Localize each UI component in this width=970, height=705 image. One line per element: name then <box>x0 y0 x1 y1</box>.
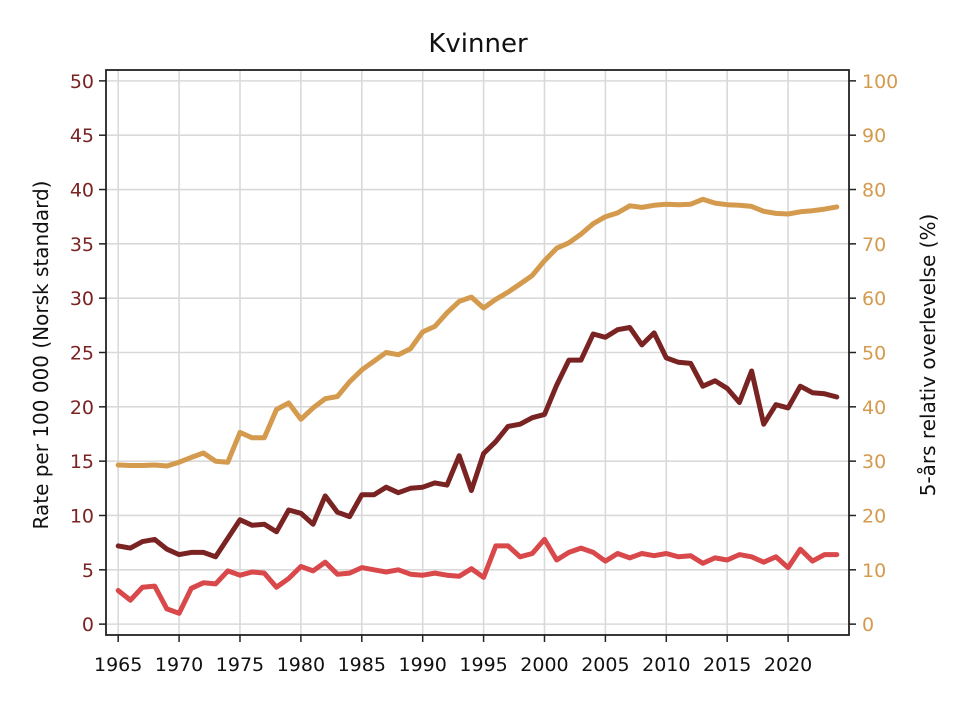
y-tick-label-right: 100 <box>862 71 898 93</box>
series-line-1 <box>115 196 840 469</box>
y-tick-label-left: 10 <box>70 505 94 527</box>
x-tick-label: 2005 <box>581 654 629 676</box>
series-line-3 <box>115 536 840 616</box>
grid <box>106 70 849 635</box>
chart-title: Kvinner <box>428 29 528 59</box>
y-tick-label-right: 30 <box>862 451 886 473</box>
x-tick-label: 2020 <box>764 654 812 676</box>
x-tick-label: 1985 <box>338 654 386 676</box>
x-tick-label: 1975 <box>216 654 264 676</box>
y-tick-label-left: 30 <box>70 288 94 310</box>
y-tick-label-left: 25 <box>70 343 94 365</box>
y-tick-label-right: 70 <box>862 234 886 256</box>
x-tick-label: 1980 <box>277 654 325 676</box>
y-tick-label-right: 50 <box>862 343 886 365</box>
y-tick-label-left: 35 <box>70 234 94 256</box>
series-layer <box>115 196 840 616</box>
x-tick-label: 1965 <box>94 654 142 676</box>
x-tick-label: 2010 <box>642 654 690 676</box>
y-tick-label-right: 80 <box>862 180 886 202</box>
x-tick-label: 1990 <box>399 654 447 676</box>
x-tick-label: 2000 <box>520 654 568 676</box>
y-tick-label-left: 0 <box>82 614 94 636</box>
y-tick-label-right: 0 <box>862 614 874 636</box>
y-tick-label-right: 90 <box>862 125 886 147</box>
y-tick-label-left: 50 <box>70 71 94 93</box>
series-line-2 <box>115 325 840 560</box>
ticks: 1965 1970 1975 1980 1985 1990 1995 2000 2005 2010… <box>70 71 898 676</box>
y-tick-label-right: 10 <box>862 560 886 582</box>
x-tick-label: 1970 <box>155 654 203 676</box>
y-tick-label-right: 20 <box>862 505 886 527</box>
x-tick-label: 1995 <box>459 654 507 676</box>
y-tick-label-right: 60 <box>862 288 886 310</box>
y-tick-label-left: 20 <box>70 397 94 419</box>
y-tick-label-left: 5 <box>82 560 94 582</box>
y-tick-label-right: 40 <box>862 397 886 419</box>
y-tick-label-left: 15 <box>70 451 94 473</box>
x-tick-label: 2015 <box>703 654 751 676</box>
y-tick-label-left: 40 <box>70 180 94 202</box>
y-axis-label-left: Rate per 100 000 (Norsk standard) <box>29 181 53 530</box>
y-tick-label-left: 45 <box>70 125 94 147</box>
y-axis-label-right: 5-års relativ overlevelse (%) <box>916 214 940 497</box>
